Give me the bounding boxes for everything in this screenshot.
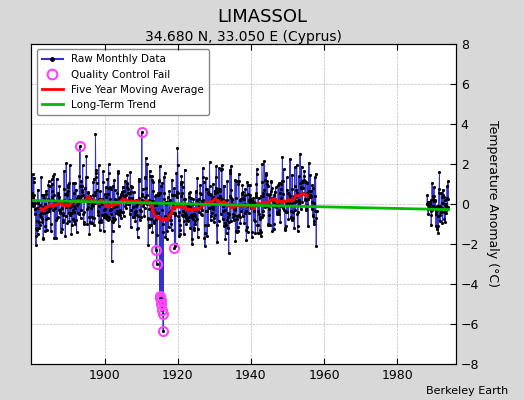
Y-axis label: Temperature Anomaly (°C): Temperature Anomaly (°C) bbox=[486, 120, 499, 288]
Text: LIMASSOL: LIMASSOL bbox=[217, 8, 307, 26]
Title: 34.680 N, 33.050 E (Cyprus): 34.680 N, 33.050 E (Cyprus) bbox=[145, 30, 342, 44]
Text: Berkeley Earth: Berkeley Earth bbox=[426, 386, 508, 396]
Legend: Raw Monthly Data, Quality Control Fail, Five Year Moving Average, Long-Term Tren: Raw Monthly Data, Quality Control Fail, … bbox=[37, 49, 209, 115]
